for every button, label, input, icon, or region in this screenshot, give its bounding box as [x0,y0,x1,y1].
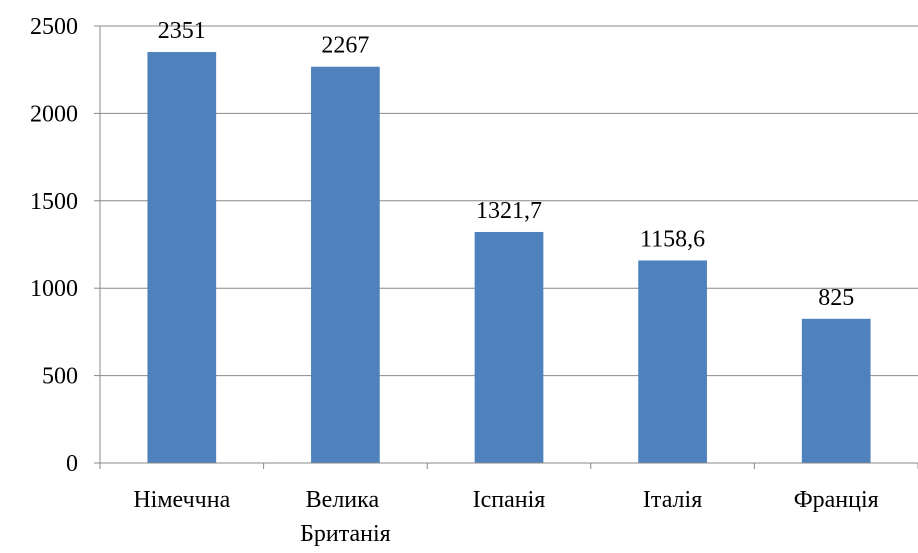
x-tick-label: Німеччна [133,487,230,513]
y-tick-label: 2000 [30,101,78,127]
y-tick-label: 0 [66,451,78,477]
bar [147,52,217,464]
y-tick-label: 2500 [30,14,78,40]
y-tick-label: 1500 [30,189,78,215]
data-label: 1158,6 [640,226,705,252]
x-tick-label: Італія [643,487,702,513]
y-tick-label: 500 [42,364,78,390]
data-label: 2267 [321,33,369,59]
data-label: 825 [818,285,854,311]
y-tick-label: 1000 [30,276,78,302]
bar [801,318,871,463]
data-label: 1321,7 [476,198,542,224]
x-tick-label: Франція [794,487,879,513]
x-tick-label: Іспанія [473,487,546,513]
bar [638,260,707,463]
data-label: 2351 [158,18,206,44]
bar [474,231,544,463]
x-tick-label: Велика Британія [300,487,391,547]
bar [311,66,380,464]
